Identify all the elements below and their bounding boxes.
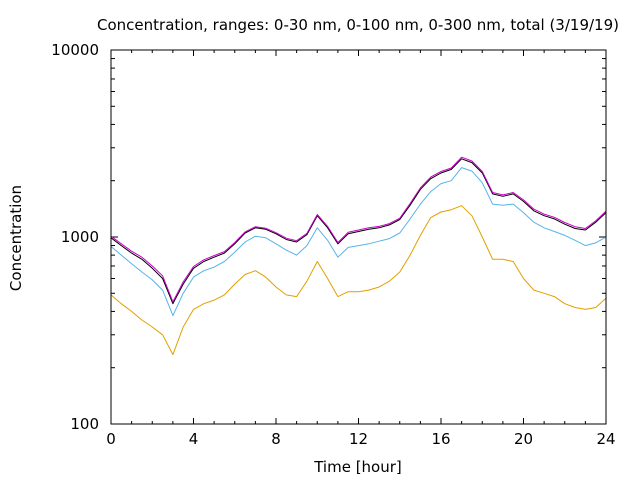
x-tick-label: 20: [514, 430, 533, 448]
series-lines: [110, 156, 607, 356]
plot-area-frame: [110, 49, 607, 425]
y-tick-label: 100: [70, 415, 99, 433]
x-tick-label: 12: [349, 430, 368, 448]
series-line-3: [110, 158, 607, 305]
x-tick-label: 16: [431, 430, 450, 448]
x-tick-label: 0: [106, 430, 116, 448]
x-tick-label: 4: [189, 430, 199, 448]
x-tick-label: 24: [596, 430, 615, 448]
axis-ticks: 0 4 8 12 16 20 24 100 1000 10000: [51, 41, 615, 448]
series-line-2: [110, 167, 607, 317]
x-axis-label: Time [hour]: [313, 458, 402, 476]
series-line-4: [110, 156, 607, 303]
x-tick-label: 8: [271, 430, 281, 448]
y-tick-label: 1000: [61, 228, 99, 246]
chart-title: Concentration, ranges: 0-30 nm, 0-100 nm…: [97, 16, 619, 34]
y-tick-label: 10000: [51, 41, 99, 59]
series-line-1: [110, 205, 607, 356]
y-axis-label: Concentration: [7, 185, 25, 291]
